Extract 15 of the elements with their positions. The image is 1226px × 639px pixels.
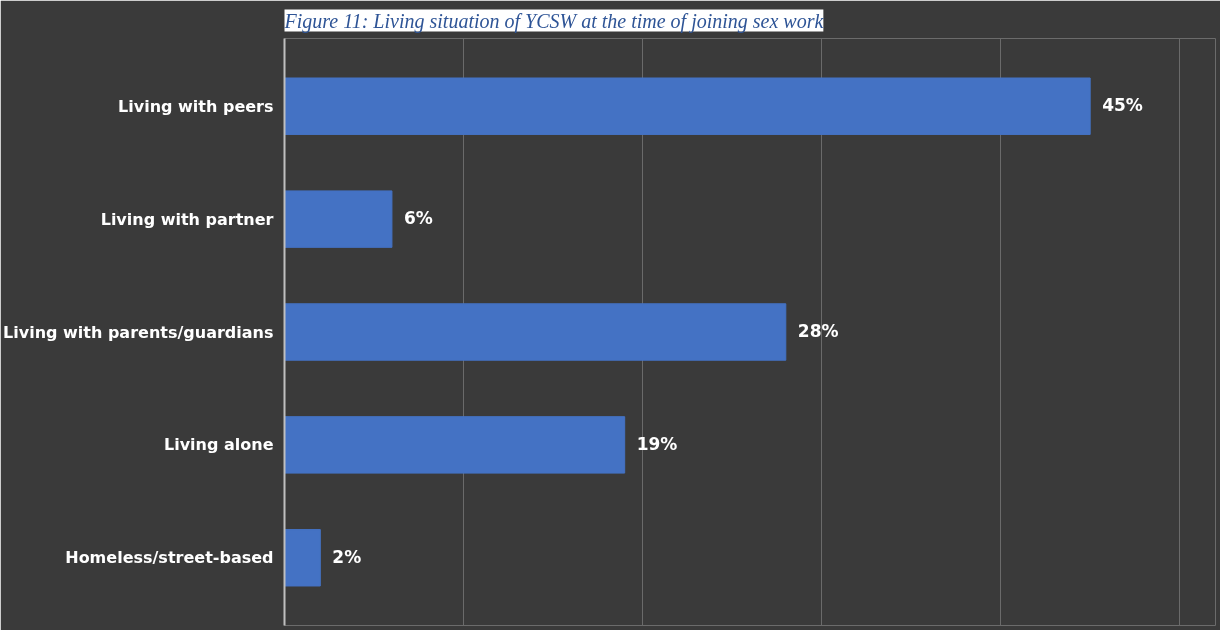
data-label: 28% (797, 321, 839, 341)
data-label: 19% (636, 433, 678, 454)
data-label: 2% (332, 546, 362, 567)
bar (284, 190, 393, 248)
data-label: 45% (1102, 95, 1143, 116)
bar (284, 303, 787, 361)
bar (284, 416, 626, 474)
y-tick-label: Living alone (163, 435, 274, 455)
y-tick-label: Homeless/street-based (65, 548, 274, 568)
bar (284, 529, 321, 587)
y-tick-label: Living with peers (118, 96, 274, 116)
y-tick-label: Living with parents/guardians (3, 322, 274, 342)
y-tick-label: Living with partner (100, 209, 274, 229)
bar (284, 77, 1091, 135)
data-label: 6% (403, 208, 433, 229)
